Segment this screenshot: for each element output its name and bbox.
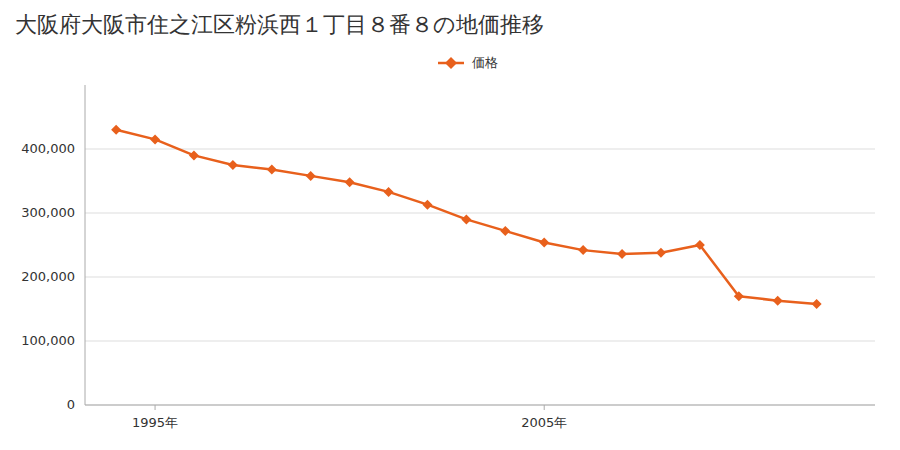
grid-line <box>85 149 875 150</box>
y-tick-label: 0 <box>67 397 75 412</box>
x-tick <box>155 405 156 410</box>
y-tick-label: 300,000 <box>21 205 75 220</box>
marker <box>228 160 238 170</box>
x-tick <box>544 405 545 410</box>
marker <box>345 177 355 187</box>
marker <box>539 237 549 247</box>
plot-area <box>111 125 821 309</box>
marker <box>812 299 822 309</box>
legend-label: 価格 <box>472 55 498 70</box>
legend: 価格 <box>438 55 498 70</box>
y-tick-label: 200,000 <box>21 269 75 284</box>
x-tick-label: 2005年 <box>521 415 567 430</box>
marker <box>773 296 783 306</box>
grid-line <box>85 341 875 342</box>
x-tick-label: 1995年 <box>132 415 178 430</box>
marker <box>656 248 666 258</box>
marker <box>578 245 588 255</box>
marker <box>306 171 316 181</box>
background <box>0 0 900 450</box>
chart: 大阪府大阪市住之江区粉浜西１丁目８番８の地価推移 0 100,000 200,000 3… <box>0 0 900 450</box>
legend-marker <box>445 57 457 69</box>
marker <box>695 240 705 250</box>
grid-line <box>85 277 875 278</box>
marker <box>189 150 199 160</box>
marker <box>384 187 394 197</box>
x-axis-line <box>85 405 875 406</box>
marker <box>150 134 160 144</box>
marker <box>617 249 627 259</box>
y-tick-label: 400,000 <box>21 141 75 156</box>
marker <box>734 291 744 301</box>
marker <box>111 125 121 135</box>
y-tick-label: 100,000 <box>21 333 75 348</box>
grid-line <box>85 405 875 406</box>
title: 大阪府大阪市住之江区粉浜西１丁目８番８の地価推移 <box>15 12 544 37</box>
marker <box>267 164 277 174</box>
marker <box>461 214 471 224</box>
marker <box>422 200 432 210</box>
y-axis-line <box>85 85 86 405</box>
marker <box>500 226 510 236</box>
grid-line <box>85 213 875 214</box>
grid <box>85 149 875 405</box>
line <box>116 130 816 304</box>
